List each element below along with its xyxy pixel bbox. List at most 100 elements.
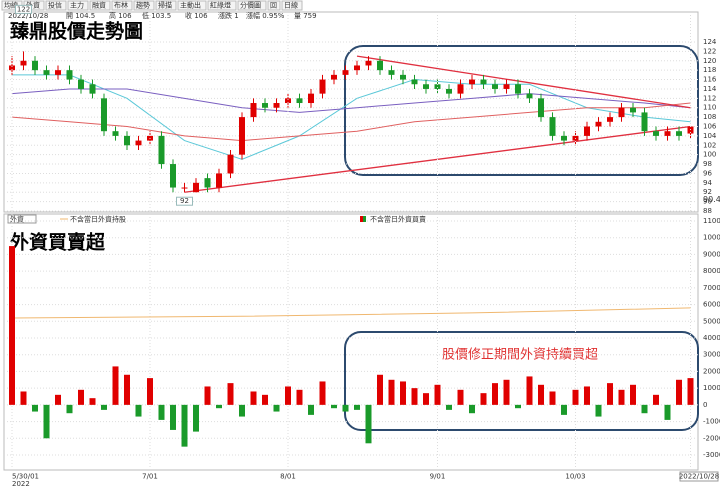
y-tick-label: 122 [703,47,716,55]
candle-body [595,121,602,127]
y-tick-label: 102 [703,141,716,149]
info-text: 2022/10/28 [8,12,48,20]
bar [124,374,130,405]
candle-body [434,84,441,89]
toolbar-label[interactable]: 分價圖 [240,1,261,10]
toolbar-button[interactable] [237,0,267,11]
candle-body [319,79,326,94]
bar [676,379,682,405]
toolbar-label[interactable]: 外資 [26,1,40,10]
candle-body [101,98,107,132]
candle-body [227,154,234,174]
x-tick-label: 5/30/01 [12,473,39,481]
y-tick-label: 104 [703,132,717,140]
x-tick-label: 9/01 [430,473,446,481]
toolbar-label[interactable]: 投信 [48,1,62,10]
bar [538,384,544,405]
candle-body [618,107,625,118]
candle-body [377,60,383,71]
toolbar-button[interactable] [111,0,133,11]
candle-body [423,84,429,89]
bar [446,404,452,410]
bar [285,386,291,405]
toolbar-button[interactable] [155,0,177,11]
bar [32,404,38,412]
toolbar-button[interactable] [67,0,89,11]
info-text: 漲幅 0.95% [246,11,285,20]
toolbar-button[interactable] [133,0,155,11]
candle-body [607,117,613,122]
bar [515,404,521,409]
bar [664,404,671,420]
candle-body [124,135,130,146]
toolbar-label[interactable]: 紅綠燈 [210,1,231,10]
x-tick-label: 7/01 [142,473,158,481]
info-text: 量 759 [294,12,317,20]
legend-swatch [363,216,366,222]
candle-body [158,135,165,165]
candle-body [135,140,142,146]
info-text: 低 103.5 [142,11,171,20]
extreme-marker-box [176,196,193,206]
y-tick-label: 112 [703,94,716,102]
y-tick-label: 90 [703,198,712,206]
toolbar-label[interactable]: 均線 [4,1,18,10]
toolbar-label[interactable]: 布林 [114,1,128,10]
bar [66,404,73,414]
candle-body [503,84,510,89]
bar [618,389,625,405]
toolbar-label[interactable]: 日線 [284,1,298,10]
y-tick-label: 6000 [703,301,720,309]
y-tick-label: 120 [703,57,716,65]
y-tick-label: 116 [703,76,717,84]
y-tick-label: 4000 [703,334,720,342]
y-tick-label: -2000 [703,434,720,442]
toolbar-label[interactable]: 趨勢 [136,1,150,10]
bar [503,379,510,405]
toolbar-button[interactable] [177,0,207,11]
candle-body [365,60,372,66]
bar [112,366,119,405]
bar [423,393,429,405]
bar [400,381,406,405]
bar [55,394,61,405]
toolbar-label[interactable]: 掃描 [158,1,172,10]
bar [457,389,464,405]
candle-body [400,74,406,80]
candle-body [262,103,268,108]
toolbar-button[interactable] [89,0,111,11]
x-tick-box [679,471,719,482]
toolbar-label[interactable]: 融資 [92,1,106,10]
bar [296,389,303,405]
y-tick-label: 124 [703,38,717,46]
toolbar-button[interactable] [281,0,303,11]
flow-frame [3,213,699,471]
legend-swatch [360,216,363,222]
bar [411,388,418,405]
candle-body [446,88,452,94]
bar [331,404,337,409]
bar [607,383,613,405]
y-tick-label: 98 [703,160,712,168]
y-tick-label: 108 [703,113,716,121]
y-tick-label: 2000 [703,367,720,375]
toolbar-label[interactable]: 主力 [70,1,84,10]
candle-body [538,98,544,118]
bar [262,394,268,405]
bar [216,404,222,409]
toolbar-button[interactable] [45,0,67,11]
toolbar-button[interactable] [207,0,237,11]
selector[interactable] [7,214,37,224]
selector-label[interactable]: 外資 [10,215,24,224]
toolbar-button[interactable] [267,0,281,11]
x-tick-label: 10/03 [565,473,585,481]
toolbar-label[interactable]: 主動出 [180,1,201,10]
y-tick-label: 118 [703,66,716,74]
candle-body [112,131,119,136]
bar [377,374,383,405]
highlight-box [344,331,699,431]
price-title: 臻鼎股價走勢圖 [10,19,143,42]
toolbar-label[interactable]: 回 [270,2,277,10]
